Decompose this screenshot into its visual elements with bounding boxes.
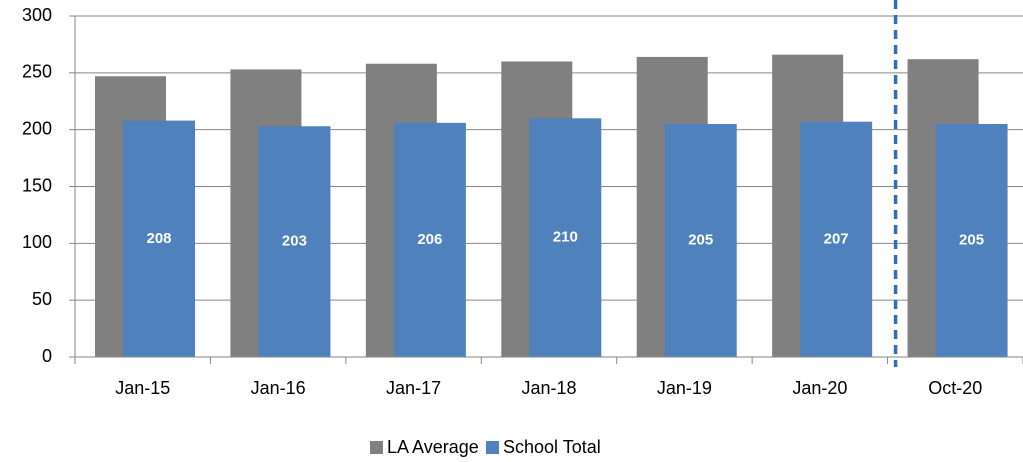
bar (529, 118, 602, 357)
value-label: 208 (146, 230, 171, 247)
bar (393, 122, 466, 357)
bar (123, 120, 195, 357)
x-tick-label: Jan-17 (386, 378, 441, 398)
x-tick-label: Jan-19 (657, 378, 712, 398)
y-tick-label: 150 (22, 175, 52, 195)
bar (258, 126, 331, 357)
value-label: 210 (553, 229, 578, 246)
legend-swatch (370, 441, 383, 454)
value-label: 205 (959, 231, 984, 248)
y-tick-label: 50 (32, 289, 52, 309)
bar (800, 121, 873, 358)
bar (935, 123, 1008, 357)
legend-label: LA Average (387, 437, 479, 457)
x-tick-label: Jan-16 (251, 378, 306, 398)
value-label: 203 (282, 233, 307, 250)
value-label: 205 (688, 231, 713, 248)
bar (664, 123, 737, 357)
value-label: 207 (824, 230, 849, 247)
y-tick-label: 200 (22, 118, 52, 138)
y-tick-label: 300 (22, 5, 52, 25)
x-tick-label: Jan-15 (115, 378, 170, 398)
legend-swatch (486, 441, 499, 454)
y-tick-label: 100 (22, 232, 52, 252)
x-tick-label: Oct-20 (928, 378, 982, 398)
y-tick-label: 250 (22, 62, 52, 82)
x-tick-label: Jan-18 (521, 378, 576, 398)
value-label: 206 (417, 231, 442, 248)
legend-label: School Total (503, 437, 601, 457)
y-tick-label: 0 (42, 346, 52, 366)
x-tick-label: Jan-20 (792, 378, 847, 398)
